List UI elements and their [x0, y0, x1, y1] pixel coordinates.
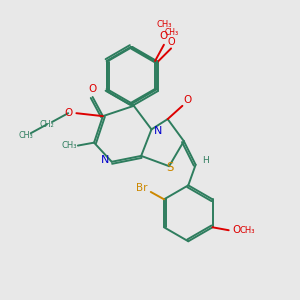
Text: CH₃: CH₃ [239, 226, 255, 235]
Text: O: O [232, 225, 240, 235]
Text: O: O [88, 84, 97, 94]
Text: H: H [202, 156, 208, 165]
Text: O: O [64, 108, 72, 118]
Text: CH₃: CH₃ [61, 141, 77, 150]
Text: N: N [154, 126, 162, 136]
Text: S: S [166, 161, 173, 174]
Text: N: N [101, 155, 110, 165]
Text: O: O [168, 37, 176, 47]
Text: O: O [160, 32, 168, 41]
Text: CH₃: CH₃ [165, 28, 179, 37]
Text: CH₂: CH₂ [40, 120, 54, 129]
Text: CH₃: CH₃ [18, 131, 33, 140]
Text: Br: Br [136, 183, 148, 193]
Text: CH₃: CH₃ [156, 20, 172, 29]
Text: O: O [184, 95, 192, 105]
